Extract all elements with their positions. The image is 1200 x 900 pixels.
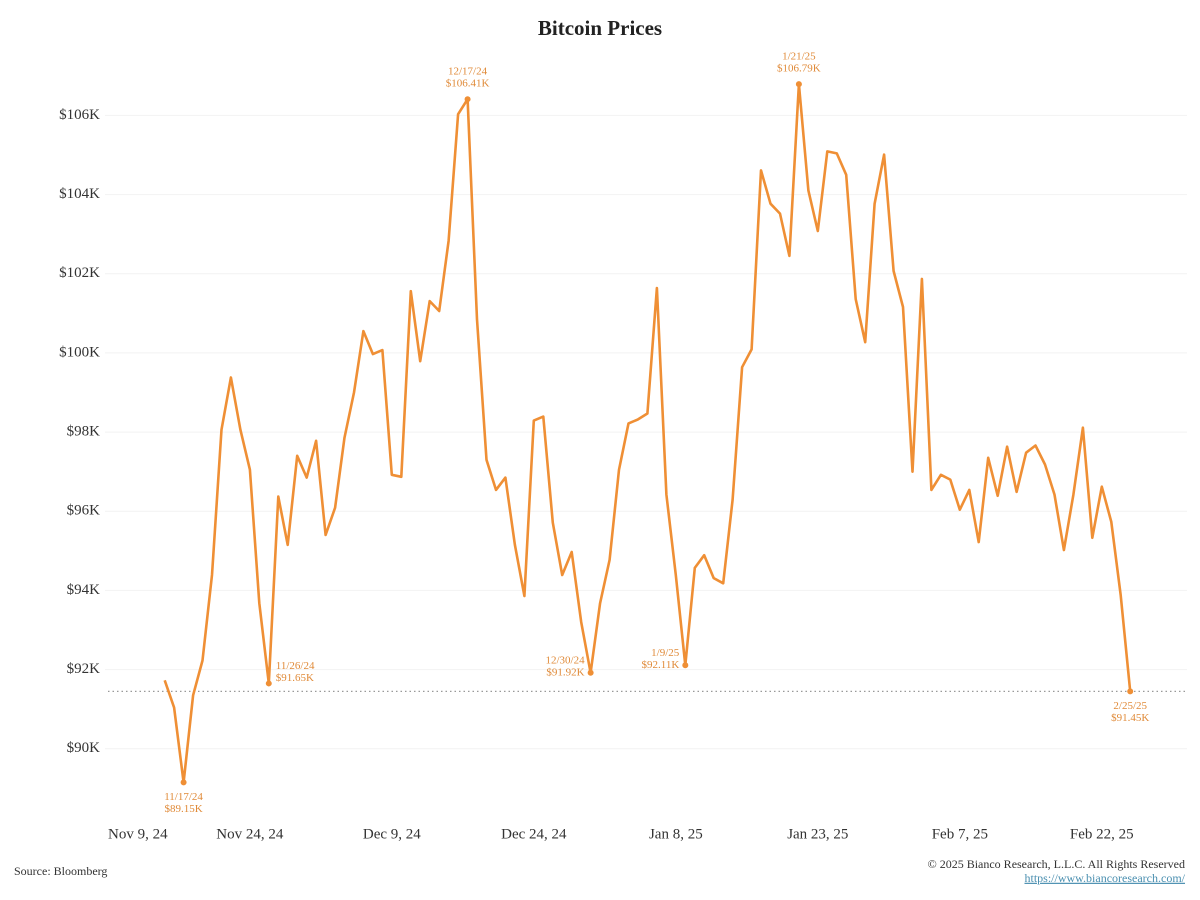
annotation-date: 11/26/24 [276,660,315,672]
annotation-date: 11/17/24 [164,791,203,803]
source: Source: Bloomberg [14,864,107,878]
x-tick-label: Dec 9, 24 [363,826,421,842]
annotation-value: $91.45K [1111,712,1149,724]
x-tick-label: Jan 23, 25 [787,826,848,842]
annotation-point [795,81,802,88]
y-tick-label: $104K [59,186,100,202]
y-tick-label: $100K [59,344,100,360]
y-tick-label: $98K [67,424,101,440]
y-tick-label: $94K [67,582,101,598]
annotation-value: $106.41K [446,78,490,90]
x-tick-label: Nov 24, 24 [216,826,284,842]
annotation-date: 12/17/24 [448,66,488,78]
y-tick-label: $90K [67,740,101,756]
annotation-point [265,680,272,687]
annotation-value: $89.15K [164,803,202,815]
copyright: © 2025 Bianco Research, L.L.C. All Right… [928,857,1185,871]
price-line [163,82,1132,784]
x-tick-label: Dec 24, 24 [501,826,567,842]
annotation-value: $91.65K [276,672,314,684]
x-tick-label: Nov 9, 24 [108,826,168,842]
annotation-value: $106.79K [777,63,821,75]
annotation-point [1127,688,1134,695]
annotation-point [587,669,594,676]
y-tick-label: $106K [59,107,100,123]
annotation-date: 1/9/25 [651,647,680,659]
x-tick-label: Feb 22, 25 [1070,826,1134,842]
chart-title: Bitcoin Prices [538,16,662,40]
x-tick-label: Jan 8, 25 [649,826,703,842]
annotation-point [464,96,471,103]
y-tick-label: $92K [67,661,101,677]
y-tick-label: $102K [59,265,100,281]
y-tick-label: $96K [67,503,101,519]
annotation-point [682,662,689,669]
x-tick-label: Feb 7, 25 [932,826,988,842]
annotation-value: $92.11K [641,659,679,671]
annotation-point [180,779,187,786]
url[interactable]: https://www.biancoresearch.com/ [1024,871,1185,885]
annotation-date: 12/30/24 [546,654,586,666]
annotation-date: 1/21/25 [782,51,816,63]
annotation-date: 2/25/25 [1113,700,1147,712]
annotation-value: $91.92K [546,666,584,678]
